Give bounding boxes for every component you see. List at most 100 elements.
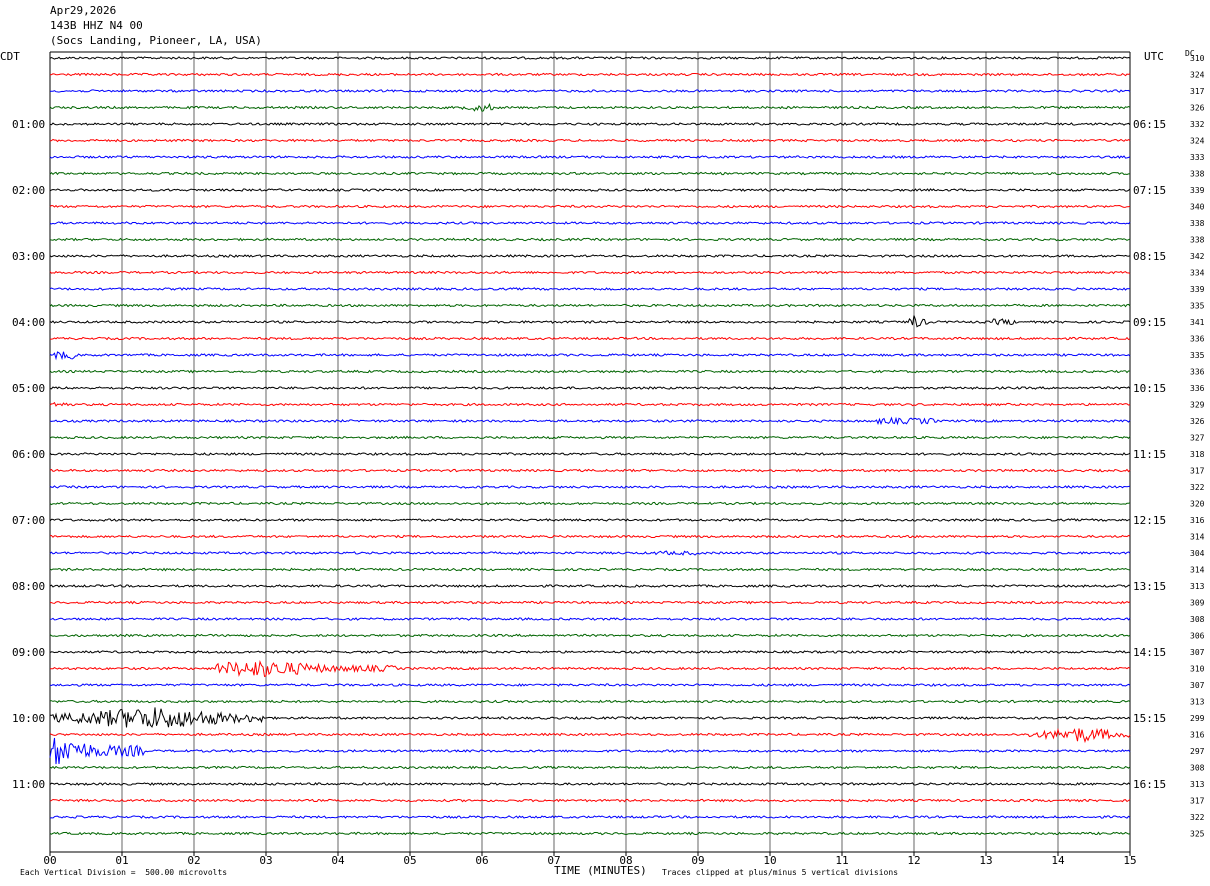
x-tick-label: 10 — [763, 854, 776, 867]
left-time-label: 06:00 — [12, 448, 45, 461]
dc-offset-label: 313 — [1190, 582, 1205, 591]
x-tick-label: 07 — [547, 854, 560, 867]
dc-offset-label: 341 — [1190, 318, 1205, 327]
left-time-label: 08:00 — [12, 580, 45, 593]
scale-note: Each Vertical Division = 500.00 microvol… — [20, 868, 228, 877]
seismic-trace — [49, 534, 1131, 539]
header-location: (Socs Landing, Pioneer, LA, USA) — [50, 34, 262, 47]
dc-offset-label: 313 — [1190, 780, 1205, 789]
seismic-trace — [49, 683, 1131, 687]
dc-label: DC — [1185, 49, 1195, 58]
dc-offset-label: 313 — [1190, 698, 1205, 707]
dc-offset-label: 318 — [1190, 450, 1205, 459]
dc-offset-label: 327 — [1190, 434, 1205, 443]
seismic-trace — [49, 237, 1131, 242]
dc-offset-label: 320 — [1190, 500, 1205, 509]
dc-offset-label: 304 — [1190, 549, 1205, 558]
right-time-label: 14:15 — [1133, 646, 1166, 659]
seismic-trace — [49, 72, 1131, 77]
dc-offset-label: 335 — [1190, 351, 1205, 360]
dc-offset-label: 308 — [1190, 615, 1205, 624]
x-tick-label: 11 — [835, 854, 848, 867]
dc-offset-label: 324 — [1190, 71, 1205, 80]
dc-offset-label: 309 — [1190, 599, 1205, 608]
seismic-trace — [49, 351, 1131, 361]
left-timezone-label: CDT — [0, 50, 20, 63]
seismic-trace — [49, 416, 1131, 426]
dc-offset-label: 307 — [1190, 648, 1205, 657]
seismic-trace — [49, 369, 1130, 374]
dc-offset-label: 324 — [1190, 137, 1205, 146]
dc-offset-label: 307 — [1190, 681, 1205, 690]
seismic-trace — [49, 737, 1131, 765]
seismic-trace — [49, 617, 1131, 621]
dc-offset-label: 322 — [1190, 483, 1205, 492]
dc-offset-label: 338 — [1190, 219, 1205, 228]
seismic-trace — [49, 303, 1131, 308]
seismic-trace — [49, 600, 1131, 605]
dc-offset-label: 306 — [1190, 632, 1205, 641]
dc-offset-label: 317 — [1190, 797, 1205, 806]
seismic-trace — [49, 315, 1131, 328]
left-time-label: 03:00 — [12, 250, 45, 263]
dc-offset-label: 342 — [1190, 252, 1205, 261]
left-time-label: 07:00 — [12, 514, 45, 527]
seismic-trace — [49, 468, 1131, 473]
seismic-trace — [49, 336, 1131, 341]
dc-offset-label: 310 — [1190, 54, 1205, 63]
seismic-trace — [49, 171, 1131, 176]
right-time-label: 07:15 — [1133, 184, 1166, 197]
seismic-trace — [49, 501, 1131, 506]
seismic-trace — [49, 138, 1131, 143]
right-time-label: 12:15 — [1133, 514, 1166, 527]
seismic-trace — [50, 659, 1131, 678]
dc-offset-label: 336 — [1190, 368, 1205, 377]
x-tick-label: 15 — [1123, 854, 1136, 867]
dc-offset-label: 326 — [1190, 417, 1205, 426]
dc-offset-label: 339 — [1190, 285, 1205, 294]
dc-offset-label: 329 — [1190, 401, 1205, 410]
right-time-label: 13:15 — [1133, 580, 1166, 593]
right-time-label: 11:15 — [1133, 448, 1166, 461]
seismic-trace — [49, 518, 1131, 522]
seismic-trace — [49, 204, 1131, 209]
seismic-trace — [49, 401, 1131, 407]
dc-offset-label: 316 — [1190, 516, 1205, 525]
dc-offset-label: 333 — [1190, 153, 1205, 162]
seismic-trace — [49, 270, 1131, 275]
seismic-trace — [49, 782, 1131, 786]
seismic-trace — [49, 221, 1131, 225]
seismic-trace — [49, 452, 1131, 456]
dc-offset-label: 297 — [1190, 747, 1205, 756]
seismic-trace — [49, 550, 1131, 556]
header-station: 143B HHZ N4 00 — [50, 19, 143, 32]
x-tick-label: 03 — [259, 854, 272, 867]
left-time-label: 04:00 — [12, 316, 45, 329]
seismic-trace — [49, 584, 1130, 588]
seismic-trace — [49, 815, 1131, 819]
seismic-trace — [49, 633, 1131, 638]
seismic-trace — [49, 188, 1131, 192]
seismic-trace — [49, 707, 1131, 728]
right-time-label: 15:15 — [1133, 712, 1166, 725]
left-time-label: 10:00 — [12, 712, 45, 725]
left-time-label: 01:00 — [12, 118, 45, 131]
dc-offset-label: 335 — [1190, 302, 1205, 311]
dc-offset-label: 336 — [1190, 384, 1205, 393]
dc-offset-label: 314 — [1190, 566, 1205, 575]
dc-offset-label: 317 — [1190, 467, 1205, 476]
dc-offset-label: 299 — [1190, 714, 1205, 723]
dc-offset-label: 332 — [1190, 120, 1205, 129]
dc-offset-label: 322 — [1190, 813, 1205, 822]
x-tick-label: 13 — [979, 854, 992, 867]
x-axis-label: TIME (MINUTES) — [554, 864, 647, 877]
x-tick-label: 01 — [115, 854, 128, 867]
dc-offset-label: 317 — [1190, 87, 1205, 96]
seismic-trace — [49, 89, 1131, 93]
dc-offset-label: 314 — [1190, 533, 1205, 542]
right-time-label: 09:15 — [1133, 316, 1166, 329]
seismic-trace — [49, 650, 1131, 654]
dc-offset-label: 310 — [1190, 665, 1205, 674]
seismic-trace — [49, 254, 1131, 258]
